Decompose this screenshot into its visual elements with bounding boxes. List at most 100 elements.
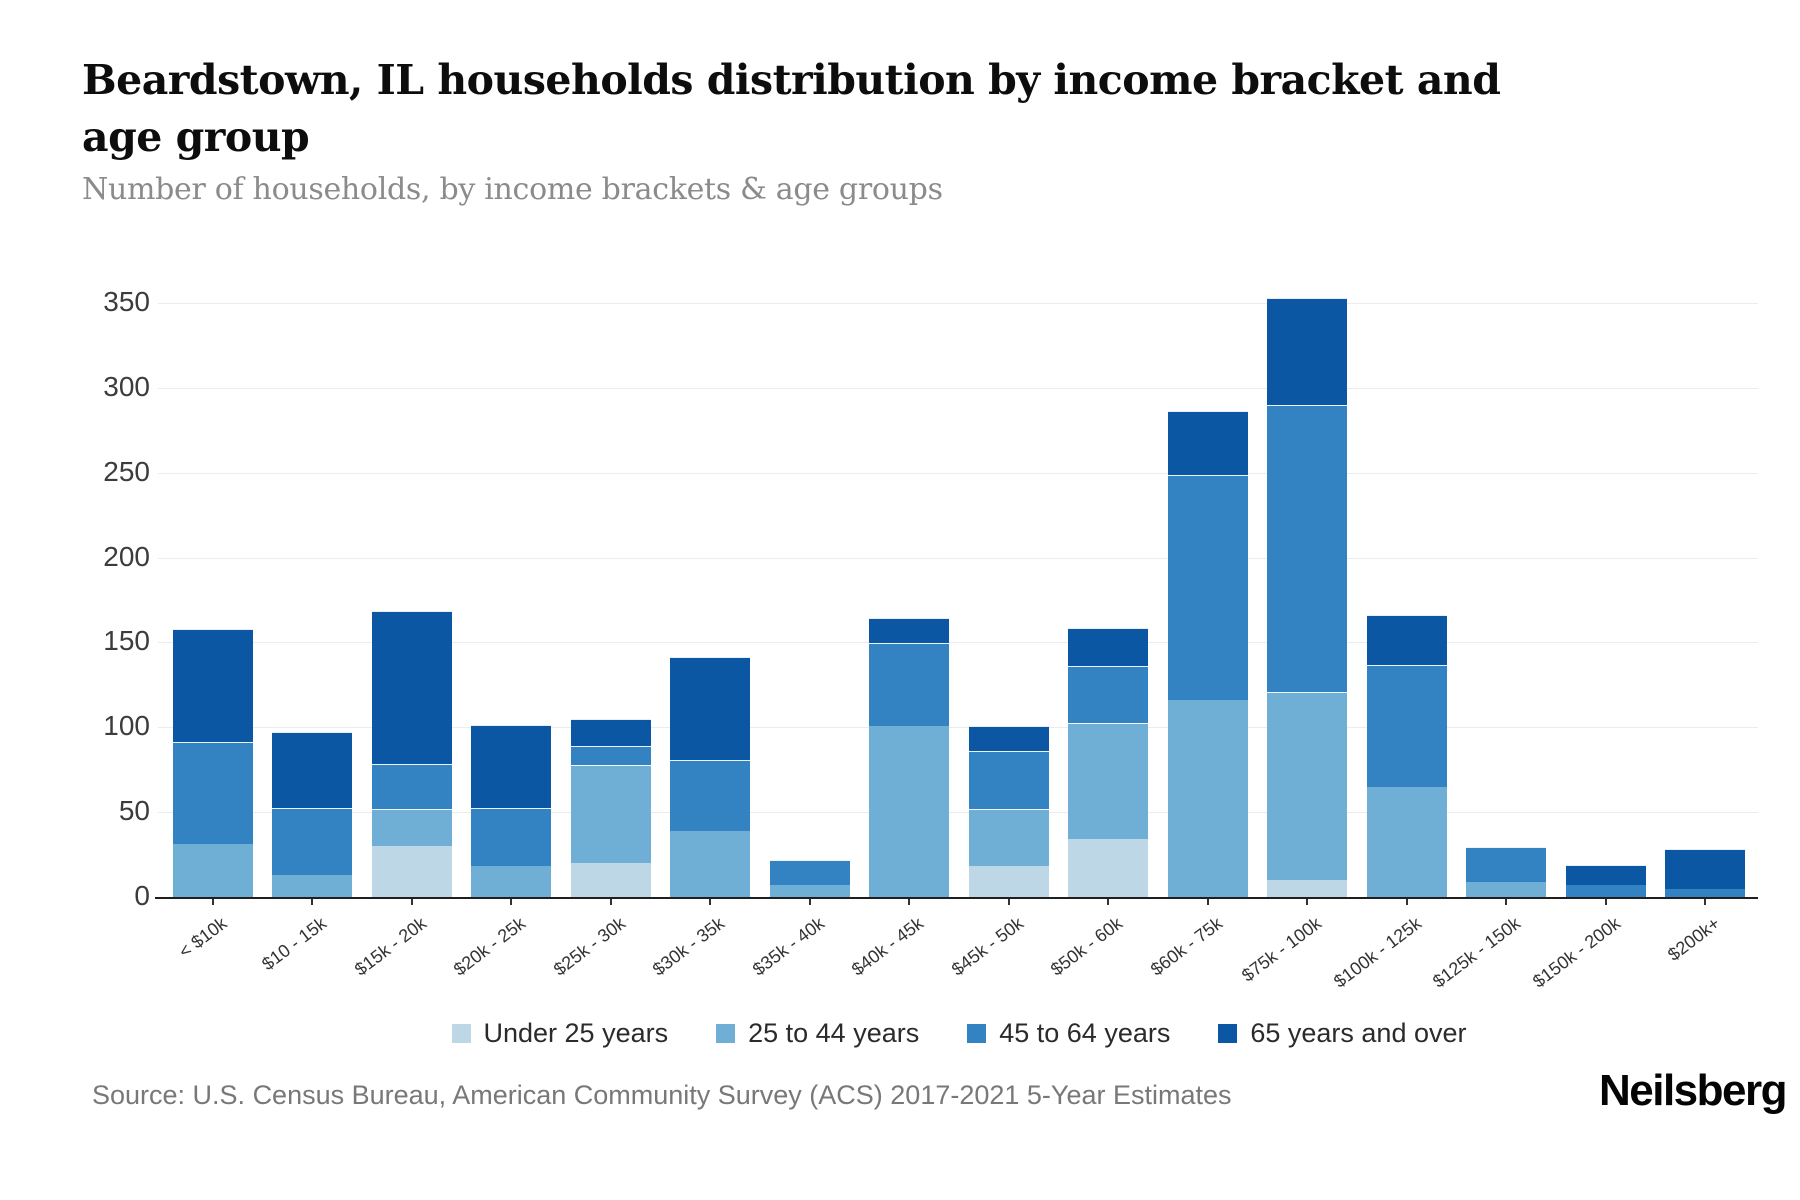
bar-segment-25-to-44-years[interactable] — [769, 885, 850, 897]
bar-$25k - 30k — [570, 719, 651, 897]
legend-item-65-years-and-over[interactable]: 65 years and over — [1218, 1018, 1467, 1049]
bar-segment-45-to-64-years[interactable] — [172, 741, 253, 845]
x-axis-line — [155, 897, 1758, 899]
bar-segment-under-25-years[interactable] — [1267, 880, 1348, 897]
bar-segment-45-to-64-years[interactable] — [371, 764, 452, 810]
bar-segment-45-to-64-years[interactable] — [1068, 665, 1149, 723]
bar-segment-25-to-44-years[interactable] — [1267, 692, 1348, 881]
legend-swatch — [967, 1024, 987, 1043]
bar-$45k - 50k — [968, 726, 1049, 897]
x-tick — [1107, 899, 1110, 905]
bar-segment-25-to-44-years[interactable] — [172, 844, 253, 897]
bar-$50k - 60k — [1068, 627, 1149, 897]
bar-segment-25-to-44-years[interactable] — [1366, 786, 1447, 897]
bar-segment-45-to-64-years[interactable] — [869, 643, 950, 726]
bar-$125k - 150k — [1466, 846, 1547, 897]
bar-segment-45-to-64-years[interactable] — [1665, 888, 1746, 897]
legend-label: 45 to 64 years — [999, 1018, 1171, 1048]
bar-segment-65-years-and-over[interactable] — [968, 726, 1049, 751]
bar-segment-65-years-and-over[interactable] — [1366, 614, 1447, 666]
bar-$60k - 75k — [1167, 411, 1248, 897]
x-tick — [510, 899, 513, 905]
bar-segment-25-to-44-years[interactable] — [670, 830, 751, 897]
y-tick-label-200: 200 — [103, 540, 150, 572]
bar-$30k - 35k — [670, 657, 751, 897]
x-tick — [1604, 899, 1607, 905]
bar-segment-65-years-and-over[interactable] — [1068, 627, 1149, 666]
bar-segment-45-to-64-years[interactable] — [1466, 846, 1547, 882]
bar-segment-45-to-64-years[interactable] — [1167, 475, 1248, 701]
legend-label: 25 to 44 years — [748, 1018, 920, 1048]
chart-plot-area — [158, 298, 1758, 897]
bar-segment-25-to-44-years[interactable] — [1167, 700, 1248, 897]
gridline-250 — [158, 472, 1758, 474]
bar-segment-65-years-and-over[interactable] — [1665, 848, 1746, 889]
bar-segment-65-years-and-over[interactable] — [471, 725, 552, 808]
bar-segment-45-to-64-years[interactable] — [1366, 665, 1447, 787]
bar-$200k+ — [1665, 848, 1746, 897]
bar-$15k - 20k — [371, 610, 452, 897]
bar-segment-65-years-and-over[interactable] — [670, 657, 751, 761]
bar-segment-25-to-44-years[interactable] — [272, 874, 353, 897]
y-tick-label-0: 0 — [134, 880, 150, 911]
legend-item-45-to-64-years[interactable]: 45 to 64 years — [967, 1018, 1170, 1049]
x-tick — [1007, 899, 1010, 905]
bar-$35k - 40k — [769, 860, 850, 897]
bar-segment-45-to-64-years[interactable] — [471, 807, 552, 867]
y-tick-label-150: 150 — [103, 625, 150, 657]
legend-item-25-to-44-years[interactable]: 25 to 44 years — [716, 1018, 919, 1049]
bar-segment-under-25-years[interactable] — [1068, 839, 1149, 897]
bar-segment-65-years-and-over[interactable] — [869, 618, 950, 644]
bar-segment-45-to-64-years[interactable] — [570, 745, 651, 766]
legend-item-under-25-years[interactable]: Under 25 years — [451, 1018, 668, 1049]
bar-segment-65-years-and-over[interactable] — [1565, 865, 1646, 886]
bar-< $10k — [172, 628, 253, 897]
bar-segment-under-25-years[interactable] — [371, 846, 452, 897]
legend-swatch — [1218, 1024, 1238, 1043]
bar-segment-45-to-64-years[interactable] — [1267, 404, 1348, 693]
y-tick-label-50: 50 — [118, 795, 150, 827]
bar-segment-25-to-44-years[interactable] — [570, 765, 651, 864]
bar-segment-45-to-64-years[interactable] — [272, 807, 353, 875]
bar-segment-45-to-64-years[interactable] — [670, 760, 751, 831]
x-tick-label-text: $200k+ — [1663, 913, 1724, 965]
x-tick — [709, 899, 712, 905]
legend-swatch — [451, 1024, 471, 1043]
y-tick-label-350: 350 — [103, 286, 150, 317]
gridline-300 — [158, 387, 1758, 389]
bar-segment-under-25-years[interactable] — [570, 863, 651, 897]
bar-segment-25-to-44-years[interactable] — [371, 809, 452, 847]
y-tick-label-300: 300 — [103, 370, 150, 402]
bar-segment-45-to-64-years[interactable] — [968, 750, 1049, 810]
x-tick — [311, 899, 314, 905]
gridline-200 — [158, 557, 1758, 559]
chart-legend: Under 25 years 25 to 44 years 45 to 64 yea… — [163, 1018, 1755, 1049]
bar-segment-25-to-44-years[interactable] — [1068, 722, 1149, 840]
x-tick — [908, 899, 911, 905]
bar-segment-25-to-44-years[interactable] — [968, 809, 1049, 867]
x-tick — [1306, 899, 1309, 905]
bar-segment-under-25-years[interactable] — [968, 866, 1049, 897]
bar-$150k - 200k — [1565, 865, 1646, 897]
bar-segment-25-to-44-years[interactable] — [1466, 881, 1547, 897]
chart-subtitle: Number of households, by income brackets… — [82, 172, 943, 207]
bar-segment-25-to-44-years[interactable] — [471, 866, 552, 897]
source-attribution: Source: U.S. Census Bureau, American Com… — [92, 1080, 1232, 1110]
bar-segment-65-years-and-over[interactable] — [172, 628, 253, 742]
bar-segment-65-years-and-over[interactable] — [1267, 298, 1348, 405]
bar-segment-65-years-and-over[interactable] — [272, 732, 353, 808]
bar-segment-45-to-64-years[interactable] — [1565, 885, 1646, 897]
bar-segment-65-years-and-over[interactable] — [371, 610, 452, 765]
bar-segment-65-years-and-over[interactable] — [570, 719, 651, 746]
x-tick — [1206, 899, 1209, 905]
x-tick — [609, 899, 612, 905]
y-tick-label-250: 250 — [103, 455, 150, 487]
bar-segment-25-to-44-years[interactable] — [869, 725, 950, 897]
y-tick-label-100: 100 — [103, 710, 150, 742]
bar-segment-45-to-64-years[interactable] — [769, 860, 850, 886]
chart-title: Beardstown, IL households distribution b… — [82, 56, 1501, 161]
x-tick — [1704, 899, 1707, 905]
bar-$75k - 100k — [1267, 298, 1348, 897]
x-tick — [1505, 899, 1508, 905]
bar-segment-65-years-and-over[interactable] — [1167, 411, 1248, 476]
